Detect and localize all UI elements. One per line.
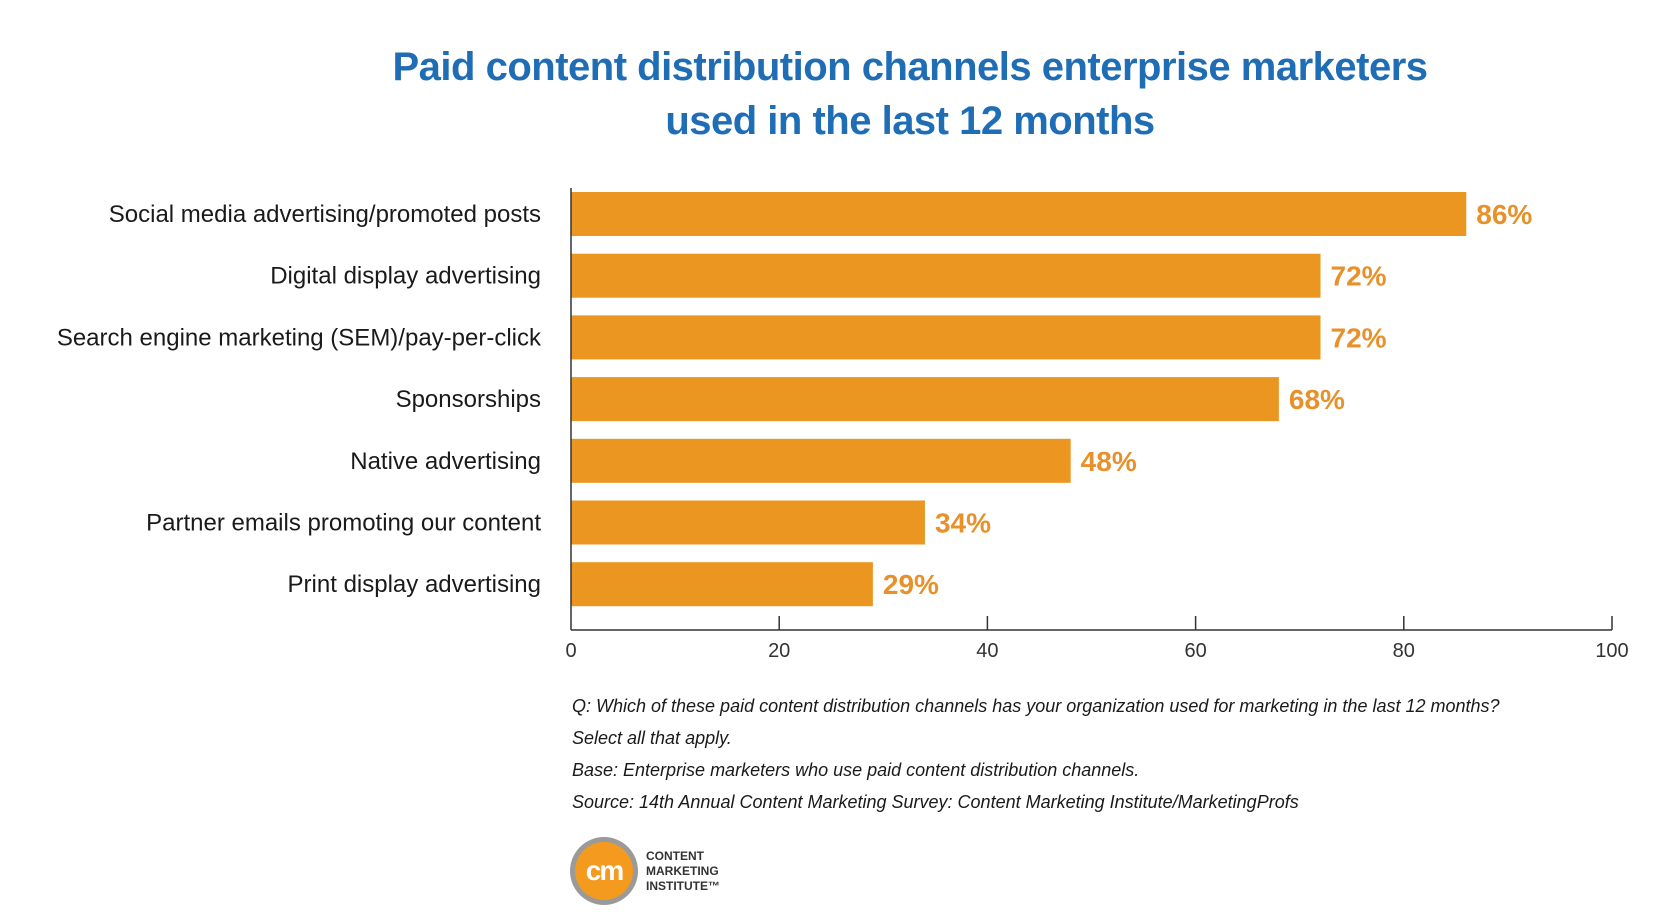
logo-line-3: INSTITUTE™ bbox=[646, 878, 720, 893]
chart-title-line-1: Paid content distribution channels enter… bbox=[392, 45, 1429, 89]
x-tick-label: 60 bbox=[1184, 640, 1206, 662]
chart-title: Paid content distribution channels enter… bbox=[290, 40, 1530, 148]
survey-base: Base: Enterprise marketers who use paid … bbox=[572, 760, 1140, 780]
bar bbox=[571, 192, 1467, 236]
survey-source: Source: 14th Annual Content Marketing Su… bbox=[572, 792, 1299, 812]
bar bbox=[571, 253, 1321, 298]
x-tick-label: 80 bbox=[1393, 640, 1415, 662]
bar bbox=[571, 438, 1071, 483]
cmi-logo-mark-text: cm bbox=[575, 842, 633, 900]
x-tick-label: 40 bbox=[976, 640, 998, 662]
value-label: 86% bbox=[1476, 199, 1532, 230]
x-axis: 0 20 40 60 80 100 bbox=[565, 188, 1629, 662]
survey-instruction: Select all that apply. bbox=[572, 728, 732, 748]
chart-notes: Q: Which of these paid content distribut… bbox=[572, 690, 1632, 818]
category-label: Native advertising bbox=[350, 448, 541, 475]
x-tick-label: 100 bbox=[1595, 640, 1628, 662]
bar-chart: Social media advertising/promoted posts 8… bbox=[57, 188, 1629, 662]
x-tick-label: 20 bbox=[768, 640, 790, 662]
category-label: Social media advertising/promoted posts bbox=[109, 201, 541, 228]
value-label: 29% bbox=[883, 569, 939, 600]
x-tick-label: 0 bbox=[565, 640, 576, 662]
survey-question: Q: Which of these paid content distribut… bbox=[572, 696, 1500, 716]
bar bbox=[571, 315, 1321, 360]
category-label: Sponsorships bbox=[396, 386, 541, 413]
cmi-logo-wordmark: CONTENT MARKETING INSTITUTE™ bbox=[646, 849, 720, 894]
logo-line-1: CONTENT bbox=[646, 848, 704, 863]
bar bbox=[571, 562, 873, 607]
category-label: Partner emails promoting our content bbox=[146, 510, 541, 537]
logo-line-2: MARKETING bbox=[646, 863, 719, 878]
value-label: 68% bbox=[1289, 384, 1345, 415]
chart-title-line-2: used in the last 12 months bbox=[665, 99, 1155, 143]
cmi-logo: cm CONTENT MARKETING INSTITUTE™ bbox=[570, 836, 720, 906]
category-label: Print display advertising bbox=[288, 571, 541, 598]
category-label: Search engine marketing (SEM)/pay-per-cl… bbox=[57, 324, 542, 351]
category-label: Digital display advertising bbox=[270, 263, 541, 290]
bars-group: Social media advertising/promoted posts 8… bbox=[57, 192, 1532, 607]
bar bbox=[571, 500, 925, 545]
value-label: 34% bbox=[935, 508, 991, 539]
value-label: 72% bbox=[1331, 261, 1387, 292]
cmi-logo-icon: cm bbox=[570, 837, 638, 905]
bar bbox=[571, 377, 1279, 422]
value-label: 72% bbox=[1331, 322, 1387, 353]
value-label: 48% bbox=[1081, 446, 1137, 477]
